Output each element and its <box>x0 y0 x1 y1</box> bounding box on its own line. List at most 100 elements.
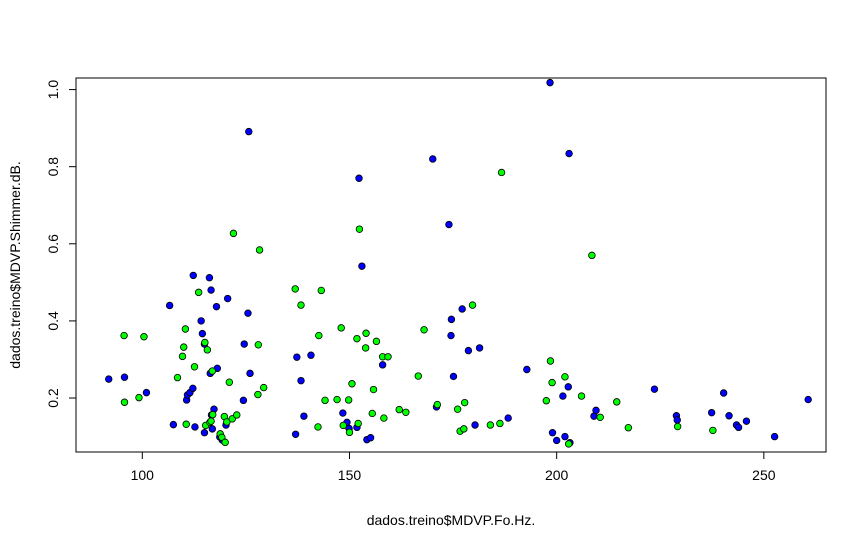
data-point <box>140 333 148 341</box>
data-point <box>449 372 458 381</box>
data-point <box>561 373 569 381</box>
data-point <box>362 329 370 337</box>
x-tick-label: 150 <box>338 467 362 483</box>
data-point <box>354 419 362 428</box>
data-point <box>165 301 174 310</box>
data-point <box>355 225 364 233</box>
data-point <box>565 149 573 158</box>
data-point <box>447 315 456 324</box>
data-point <box>339 409 347 417</box>
data-point <box>561 432 569 441</box>
data-point <box>361 344 370 352</box>
data-point <box>182 420 190 428</box>
data-point <box>307 351 315 359</box>
data-point <box>804 395 812 404</box>
x-tick-label: 100 <box>131 467 155 483</box>
data-point <box>707 408 716 417</box>
data-point <box>588 251 596 260</box>
data-point <box>433 400 442 409</box>
data-point <box>546 78 554 87</box>
data-point <box>244 309 252 317</box>
data-point <box>209 410 217 419</box>
data-point <box>496 419 504 428</box>
data-point <box>207 286 215 294</box>
data-point <box>384 353 392 361</box>
data-point <box>650 385 659 393</box>
data-point <box>546 357 555 365</box>
data-point <box>358 262 366 270</box>
data-point <box>395 405 403 414</box>
data-point <box>366 434 375 442</box>
y-tick-label: 1.0 <box>45 80 61 100</box>
data-point <box>486 421 495 429</box>
data-point <box>353 334 361 343</box>
x-tick-label: 200 <box>545 467 569 483</box>
data-point <box>339 421 347 430</box>
data-point <box>497 168 506 177</box>
data-point <box>355 174 363 182</box>
data-point <box>429 155 437 163</box>
data-point <box>548 378 556 387</box>
data-point <box>369 385 378 394</box>
data-point <box>548 429 557 437</box>
data-point <box>552 436 561 445</box>
data-point <box>254 341 263 349</box>
data-point <box>420 326 428 334</box>
data-point <box>613 398 621 406</box>
data-point <box>734 423 743 432</box>
data-point <box>577 392 586 400</box>
data-point <box>205 274 214 282</box>
y-tick-label: 0.2 <box>45 388 61 408</box>
data-point <box>239 396 248 405</box>
data-point <box>564 440 573 448</box>
data-point <box>181 325 190 333</box>
data-point <box>504 414 512 422</box>
data-point <box>458 305 466 313</box>
data-point <box>246 369 254 378</box>
data-point <box>453 405 462 413</box>
data-point <box>345 428 354 437</box>
data-point <box>378 361 387 369</box>
data-point <box>380 414 388 422</box>
data-point <box>333 395 341 404</box>
data-point <box>402 408 410 416</box>
data-point <box>447 331 455 340</box>
data-point <box>337 324 345 332</box>
data-point <box>300 412 308 420</box>
data-point <box>624 424 633 432</box>
data-point <box>135 393 143 402</box>
data-point <box>314 423 322 431</box>
data-point <box>120 373 129 381</box>
data-point <box>178 352 187 361</box>
data-point <box>559 392 567 400</box>
data-point <box>218 433 226 442</box>
data-point <box>173 373 182 382</box>
data-point <box>180 343 188 351</box>
data-point <box>233 411 241 419</box>
data-point <box>468 301 477 309</box>
data-point <box>297 376 305 385</box>
data-point <box>673 416 681 424</box>
data-point <box>254 390 262 399</box>
data-point <box>240 340 248 348</box>
data-point <box>203 346 212 354</box>
data-point <box>191 423 199 431</box>
data-point <box>200 429 209 437</box>
data-point <box>297 301 305 309</box>
data-point <box>260 383 268 392</box>
y-axis: 0.2 0.4 0.6 0.8 1.0 <box>45 80 76 408</box>
data-point <box>414 372 422 380</box>
y-tick-label: 0.8 <box>45 157 61 177</box>
data-point <box>770 432 779 441</box>
data-point <box>523 365 531 374</box>
data-point <box>194 288 203 297</box>
data-point <box>475 344 484 352</box>
data-point <box>317 286 326 295</box>
data-point <box>169 420 178 429</box>
data-point <box>460 425 468 433</box>
data-point <box>208 367 217 375</box>
data-point <box>197 317 205 325</box>
data-point <box>564 383 572 391</box>
data-point <box>742 417 751 425</box>
